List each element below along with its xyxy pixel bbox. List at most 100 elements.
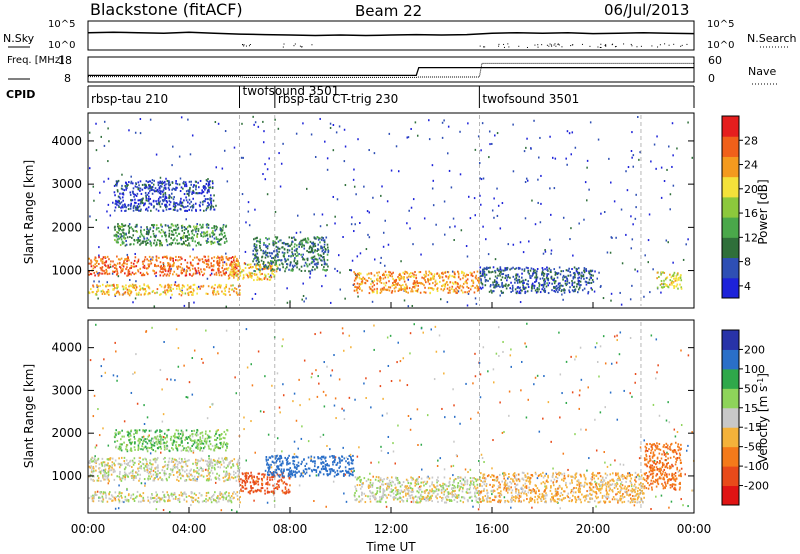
- scatter-cell: [428, 278, 431, 281]
- scatter-cell: [559, 273, 562, 276]
- scatter-cell: [335, 417, 337, 420]
- scatter-cell: [585, 268, 587, 271]
- scatter-cell: [138, 199, 141, 202]
- scatter-cell: [109, 214, 112, 217]
- scatter-cell: [172, 257, 174, 260]
- scatter-cell: [105, 285, 107, 288]
- scatter-cell: [130, 391, 133, 394]
- scatter-cell: [263, 410, 265, 413]
- scatter-cell: [132, 192, 135, 195]
- scatter-cell: [541, 288, 544, 291]
- scatter-cell: [98, 496, 100, 499]
- scatter-cell: [167, 466, 169, 469]
- scatter-cell: [163, 265, 166, 268]
- scatter-cell: [510, 348, 512, 351]
- scatter-cell: [350, 269, 352, 272]
- scatter-cell: [210, 197, 213, 200]
- scatter-cell: [177, 479, 180, 482]
- scatter-cell: [167, 461, 170, 464]
- scatter-cell: [542, 274, 545, 277]
- scatter-cell: [125, 459, 128, 462]
- scatter-cell: [96, 272, 99, 275]
- scatter-cell: [480, 279, 482, 282]
- scatter-cell: [145, 186, 148, 189]
- scatter-cell: [574, 273, 576, 276]
- scatter-cell: [159, 266, 162, 269]
- scatter-cell: [453, 276, 456, 279]
- scatter-cell: [634, 373, 637, 376]
- scatter-cell: [146, 209, 149, 212]
- scatter-cell: [443, 350, 445, 353]
- scatter-cell: [215, 271, 218, 274]
- scatter-cell: [167, 263, 170, 266]
- scatter-cell: [525, 345, 528, 348]
- scatter-cell: [400, 287, 402, 290]
- scatter-cell: [109, 284, 111, 287]
- scatter-cell: [263, 273, 266, 276]
- scatter-cell: [182, 182, 185, 185]
- scatter-cell: [114, 470, 116, 473]
- scatter-cell: [519, 301, 522, 304]
- scatter-cell: [126, 487, 128, 490]
- scatter-cell: [531, 287, 533, 290]
- scatter-cell: [336, 270, 339, 273]
- scatter-cell: [181, 267, 184, 270]
- scatter-cell: [236, 470, 239, 473]
- scatter-cell: [434, 325, 437, 328]
- scatter-cell: [213, 273, 216, 276]
- scatter-cell: [482, 269, 484, 272]
- scatter-cell: [111, 499, 113, 502]
- scatter-cell: [305, 263, 308, 266]
- scatter-cell: [99, 266, 102, 269]
- scatter-cell: [175, 495, 177, 498]
- scatter-cell: [127, 292, 130, 295]
- scatter-cell: [183, 498, 186, 501]
- scatter-cell: [137, 473, 139, 476]
- scatter-cell: [139, 473, 141, 476]
- scatter-cell: [171, 242, 174, 245]
- scatter-cell: [275, 270, 278, 273]
- scatter-cell: [224, 479, 227, 482]
- scatter-cell: [139, 118, 142, 121]
- scatter-cell: [123, 205, 126, 208]
- scatter-cell: [151, 181, 153, 184]
- scatter-cell: [159, 184, 162, 187]
- scatter-cell: [268, 157, 270, 160]
- scatter-cell: [543, 375, 545, 378]
- scatter-cell: [448, 275, 451, 278]
- scatter-cell: [123, 232, 125, 235]
- scatter-cell: [199, 466, 202, 469]
- scatter-cell: [321, 213, 324, 216]
- scatter-cell: [191, 357, 194, 360]
- scatter-cell: [583, 287, 586, 290]
- scatter-cell: [172, 497, 175, 500]
- scatter-cell: [660, 271, 663, 274]
- scatter-cell: [201, 189, 203, 192]
- scatter-cell: [100, 375, 103, 378]
- scatter-cell: [538, 288, 540, 291]
- scatter-cell: [482, 346, 485, 349]
- scatter-cell: [209, 233, 211, 236]
- scatter-cell: [269, 255, 272, 258]
- scatter-cell: [233, 496, 235, 499]
- scatter-cell: [499, 274, 501, 277]
- scatter-cell: [123, 224, 125, 227]
- scatter-cell: [546, 273, 548, 276]
- scatter-cell: [165, 200, 168, 203]
- scatter-cell: [107, 458, 110, 461]
- scatter-cell: [94, 491, 97, 494]
- scatter-cell: [175, 231, 177, 234]
- scatter-cell: [457, 283, 459, 286]
- scatter-cell: [510, 290, 512, 293]
- scatter-cell: [146, 273, 149, 276]
- scatter-cell: [368, 211, 371, 214]
- scatter-cell: [188, 287, 190, 290]
- scatter-cell: [408, 275, 410, 278]
- scatter-cell: [164, 289, 166, 292]
- scatter-cell: [484, 267, 487, 270]
- scatter-cell: [577, 283, 580, 286]
- scatter-cell: [195, 470, 197, 473]
- scatter-cell: [275, 241, 278, 244]
- scatter-cell: [472, 284, 474, 287]
- scatter-cell: [134, 198, 136, 201]
